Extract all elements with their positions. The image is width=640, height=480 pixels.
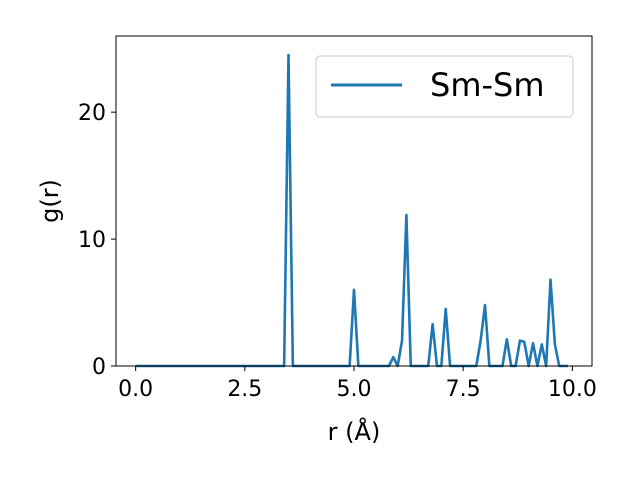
x-axis-label: r (Å) <box>328 417 381 446</box>
legend: Sm-Sm <box>315 55 574 118</box>
x-tick-label: 5.0 <box>337 377 372 402</box>
y-tick-label: 0 <box>92 355 106 380</box>
y-tick-label: 10 <box>78 228 106 253</box>
x-tick-label: 0.0 <box>118 377 153 402</box>
legend-box <box>315 55 574 118</box>
legend-label-sm-sm: Sm-Sm <box>430 66 545 104</box>
x-tick-label: 7.5 <box>446 377 481 402</box>
x-axis: 0.0 2.5 5.0 7.5 10.0 <box>118 366 597 402</box>
y-axis: 0 10 20 <box>78 101 116 380</box>
x-tick-label: 2.5 <box>227 377 262 402</box>
x-tick-label: 10.0 <box>548 377 597 402</box>
y-axis-label: g(r) <box>36 179 64 223</box>
y-tick-label: 20 <box>78 101 106 126</box>
